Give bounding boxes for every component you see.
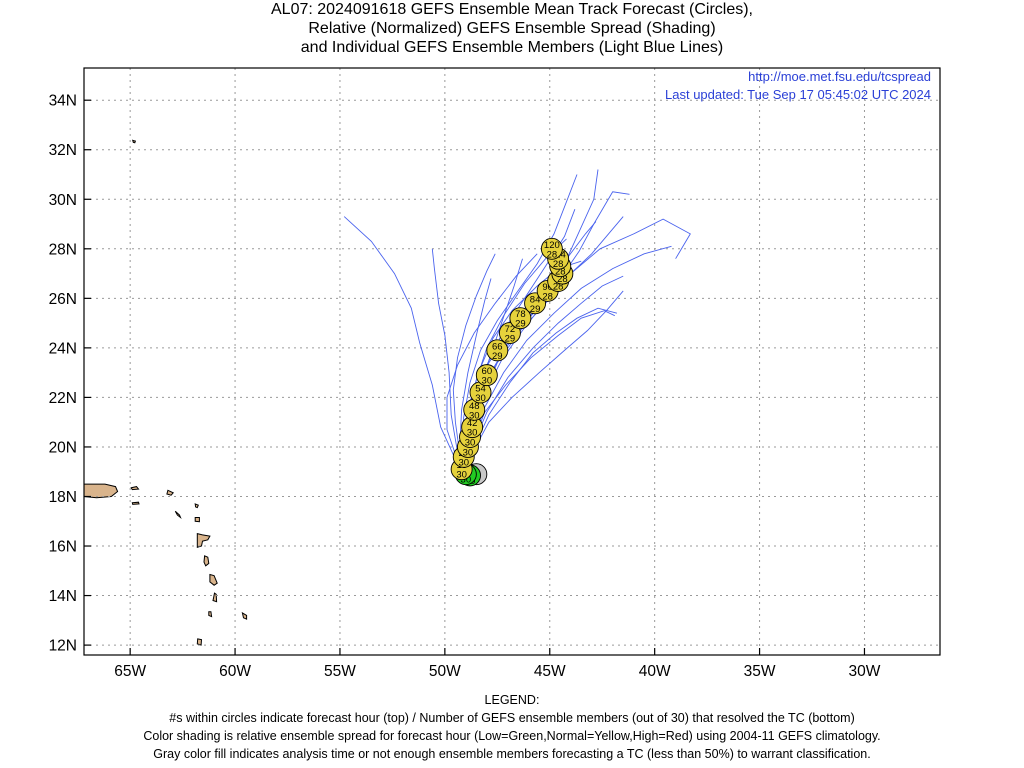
member-count-label: 29 — [530, 304, 541, 315]
legend-line-color: Color shading is relative ensemble sprea… — [143, 729, 881, 743]
forecast-hour-label: 84 — [530, 294, 541, 305]
tick-label-lat: 32N — [49, 142, 77, 159]
forecast-circle-fill — [486, 339, 509, 362]
land-st-vincent — [208, 611, 213, 618]
land-barbados — [241, 611, 248, 620]
track-map: 0630123018302430303036304230483054306030… — [49, 67, 941, 680]
member-count-label: 28 — [553, 259, 564, 270]
land-virgin-islands — [130, 486, 140, 491]
member-count-label: 30 — [469, 410, 480, 421]
forecast-hour-label: 72 — [505, 324, 516, 335]
forecast-hour-label: 42 — [467, 418, 478, 429]
title-line-3: and Individual GEFS Ensemble Members (Li… — [300, 39, 724, 56]
tick-label-lat: 18N — [49, 489, 77, 506]
tick-label-lat: 20N — [49, 439, 77, 456]
tick-label-lon: 55W — [324, 663, 356, 680]
land-grenada — [196, 638, 203, 646]
tick-label-lon: 65W — [114, 663, 146, 680]
ensemble-member-line — [469, 169, 599, 475]
member-count-label: 30 — [467, 428, 478, 439]
legend-line-circles: #s within circles indicate forecast hour… — [169, 711, 855, 725]
tick-label-lon: 50W — [429, 663, 461, 680]
last-updated: Last updated: Tue Sep 17 05:45:02 UTC 20… — [665, 87, 931, 102]
legend-line-gray: Gray color fill indicates analysis time … — [153, 747, 871, 761]
land-st-croix — [131, 501, 140, 505]
member-count-label: 30 — [463, 447, 474, 458]
ensemble-member-line — [431, 248, 471, 475]
tick-label-lat: 30N — [49, 192, 77, 209]
tick-label-lat: 34N — [49, 93, 77, 110]
forecast-circle-fill — [475, 364, 498, 387]
member-count-label: 30 — [475, 393, 486, 404]
land-puerto-rico — [83, 483, 119, 499]
tick-label-lat: 12N — [49, 638, 77, 655]
land-st-lucia — [212, 592, 218, 603]
member-count-label: 29 — [515, 319, 526, 330]
tick-label-lon: 35W — [744, 663, 776, 680]
land-bermuda — [131, 139, 137, 144]
ensemble-member-line — [446, 253, 538, 475]
tick-label-lon: 45W — [534, 663, 566, 680]
tick-label-lat: 26N — [49, 291, 77, 308]
tick-label-lat: 14N — [49, 588, 77, 605]
map-grid — [84, 68, 940, 655]
tick-label-lat: 22N — [49, 390, 77, 407]
member-count-label: 28 — [542, 291, 553, 302]
forecast-hour-label: 54 — [475, 383, 486, 394]
member-count-label: 30 — [461, 475, 472, 486]
land-dominica — [203, 555, 210, 567]
tick-label-lon: 40W — [639, 663, 671, 680]
land-layer — [83, 139, 248, 646]
land-barbuda — [194, 503, 199, 509]
forecast-hour-label: 60 — [482, 366, 493, 377]
forecast-hour-label: 48 — [469, 401, 480, 412]
member-count-label: 29 — [492, 351, 503, 362]
ensemble-member-line — [343, 216, 471, 475]
tick-label-lon: 30W — [849, 663, 881, 680]
member-count-label: 28 — [557, 274, 568, 285]
member-count-label: 30 — [456, 470, 467, 481]
member-count-label: 28 — [555, 267, 566, 278]
member-count-label: 29 — [505, 334, 516, 345]
member-count-label: 28 — [553, 282, 564, 293]
forecast-hour-label: 120 — [544, 240, 560, 251]
mean-track-circles: 0630123018302430303036304230483054306030… — [450, 237, 574, 487]
member-count-label: 28 — [547, 249, 558, 260]
tick-label-lat: 16N — [49, 539, 77, 556]
forecast-hour-label: 66 — [492, 341, 503, 352]
forecast-circle-fill — [509, 307, 532, 330]
land-antigua — [194, 517, 200, 523]
ensemble-member-line — [469, 310, 615, 475]
member-count-label: 30 — [482, 376, 493, 387]
tick-label-lat: 28N — [49, 241, 77, 258]
ensemble-member-line — [469, 307, 618, 475]
forecast-hour-label: 90 — [542, 282, 553, 293]
forecast-hour-label: 78 — [515, 309, 526, 320]
map-frame — [83, 67, 941, 656]
title-line-1: AL07: 2024091618 GEFS Ensemble Mean Trac… — [271, 1, 753, 18]
land-anguilla-st-martin — [166, 489, 175, 496]
tick-label-lat: 24N — [49, 340, 77, 357]
ensemble-member-line — [452, 253, 496, 475]
land-guadeloupe — [196, 532, 211, 548]
forecast-circle-fill — [540, 237, 563, 260]
source-url[interactable]: http://moe.met.fsu.edu/tcspread — [748, 69, 931, 84]
tick-label-lon: 60W — [219, 663, 251, 680]
legend-heading: LEGEND: — [484, 693, 540, 707]
axis-ticks: 65W 60W 55W 50W 45W 40W 35W 30W 12N 14N 16N 18N 20N 2… — [49, 93, 881, 680]
title-line-2: Relative (Normalized) GEFS Ensemble Spre… — [308, 20, 716, 37]
member-count-label: 30 — [458, 457, 469, 468]
member-count-label: 30 — [465, 438, 476, 449]
land-st-kitts — [174, 510, 182, 520]
land-martinique — [209, 573, 218, 586]
